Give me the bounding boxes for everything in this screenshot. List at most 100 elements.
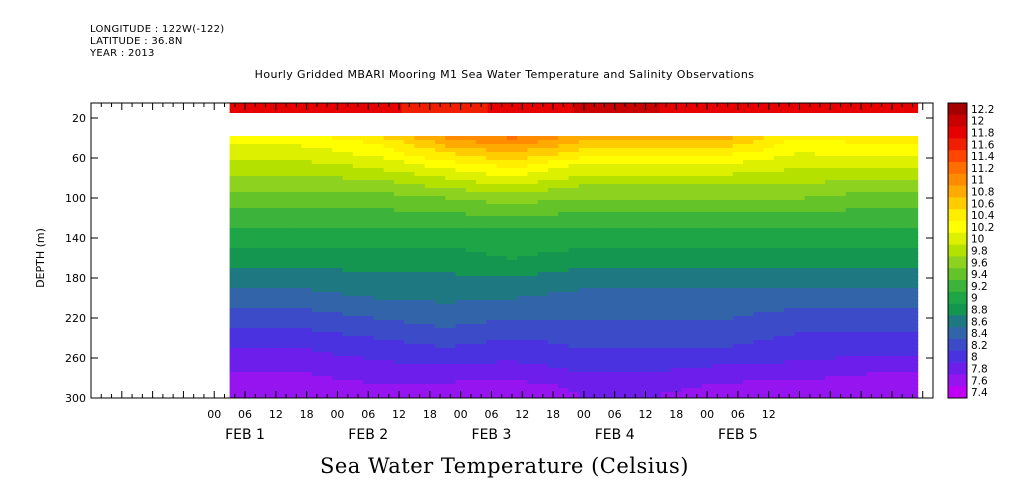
- heat-cell: [547, 336, 559, 341]
- heat-cell: [332, 176, 344, 181]
- heat-cell: [763, 324, 775, 329]
- heat-cell: [650, 256, 662, 261]
- heat-cell: [517, 212, 529, 217]
- heat-cell: [732, 296, 744, 301]
- heat-cell: [589, 228, 600, 233]
- heat-cell: [455, 332, 467, 337]
- heat-cell: [589, 292, 600, 297]
- heat-cell: [866, 376, 878, 381]
- heat-cell: [897, 344, 908, 349]
- heat-cell: [486, 212, 498, 217]
- heat-cell: [886, 224, 898, 229]
- heat-cell: [332, 228, 344, 233]
- heat-cell: [239, 260, 251, 265]
- heat-cell: [291, 284, 303, 289]
- heat-cell: [599, 372, 611, 377]
- heat-cell: [424, 156, 436, 161]
- heat-cell: [578, 160, 590, 165]
- heat-cell: [311, 368, 323, 373]
- heat-cell: [773, 380, 785, 385]
- heat-cell: [732, 140, 744, 145]
- heat-cell: [804, 376, 816, 381]
- heat-cell: [897, 360, 908, 365]
- heat-cell: [239, 336, 251, 341]
- heat-cell: [897, 260, 908, 265]
- heat-cell: [517, 376, 529, 381]
- heat-cell: [434, 240, 446, 245]
- heat-cell: [650, 376, 662, 381]
- heat-cell: [640, 232, 652, 237]
- heat-cell: [424, 264, 436, 269]
- heat-cell: [465, 368, 477, 373]
- heat-cell: [814, 160, 826, 165]
- heat-cell: [712, 180, 724, 185]
- heat-cell: [640, 372, 652, 377]
- heat-cell: [609, 284, 621, 289]
- heat-cell: [825, 360, 837, 365]
- heat-cell: [630, 348, 641, 353]
- heat-cell: [701, 200, 713, 205]
- heat-cell: [640, 320, 652, 325]
- heat-cell: [773, 188, 785, 193]
- heat-cell: [476, 204, 487, 209]
- heat-cell: [352, 176, 364, 181]
- heat-cell: [732, 144, 744, 149]
- heat-cell: [732, 180, 744, 185]
- heat-cell: [650, 324, 662, 329]
- heat-cell: [434, 212, 446, 217]
- heat-cell: [691, 300, 703, 305]
- heat-cell: [434, 204, 446, 209]
- heat-cell: [609, 152, 621, 157]
- heat-cell: [311, 372, 323, 377]
- heat-cell: [743, 344, 754, 349]
- heat-cell: [855, 200, 867, 205]
- heat-cell: [322, 276, 333, 281]
- heat-cell: [712, 144, 724, 149]
- heat-cell: [681, 232, 693, 237]
- heat-cell: [260, 156, 272, 161]
- heat-cell: [506, 388, 518, 393]
- heat-cell: [414, 136, 426, 141]
- heat-cell: [578, 328, 590, 333]
- heat-cell: [640, 188, 652, 193]
- heat-cell: [578, 276, 590, 281]
- heat-cell: [681, 188, 693, 193]
- heat-cell: [445, 224, 457, 229]
- heat-cell: [280, 356, 292, 361]
- y-tick-label: 220: [65, 312, 86, 325]
- heat-cell: [260, 296, 272, 301]
- heat-cell: [907, 204, 919, 209]
- heat-cell: [599, 388, 611, 393]
- heat-cell: [383, 240, 395, 245]
- heat-cell: [743, 196, 754, 201]
- heat-cell: [763, 276, 775, 281]
- heat-cell: [825, 348, 837, 353]
- heat-cell: [291, 236, 303, 241]
- heat-cell: [609, 216, 621, 221]
- heat-cell: [455, 288, 467, 293]
- heat-cell: [239, 380, 251, 385]
- surface-cell: [831, 103, 919, 113]
- heat-cell: [239, 308, 251, 313]
- heat-cell: [866, 228, 878, 233]
- heat-cell: [547, 352, 559, 357]
- heat-cell: [866, 176, 878, 181]
- heat-cell: [866, 164, 878, 169]
- heat-cell: [835, 360, 847, 365]
- heat-cell: [558, 320, 570, 325]
- heat-cell: [229, 316, 241, 321]
- heat-cell: [578, 356, 590, 361]
- heat-cell: [506, 180, 518, 185]
- heat-cell: [363, 296, 374, 301]
- heat-cell: [589, 252, 600, 257]
- heat-cell: [363, 364, 374, 369]
- heat-cell: [907, 176, 919, 181]
- heat-cell: [445, 236, 457, 241]
- heat-cell: [660, 324, 672, 329]
- heat-cell: [342, 348, 354, 353]
- heat-cell: [814, 356, 826, 361]
- heat-cell: [455, 224, 467, 229]
- heat-cell: [342, 204, 354, 209]
- heat-cell: [311, 348, 323, 353]
- heat-cell: [784, 272, 795, 277]
